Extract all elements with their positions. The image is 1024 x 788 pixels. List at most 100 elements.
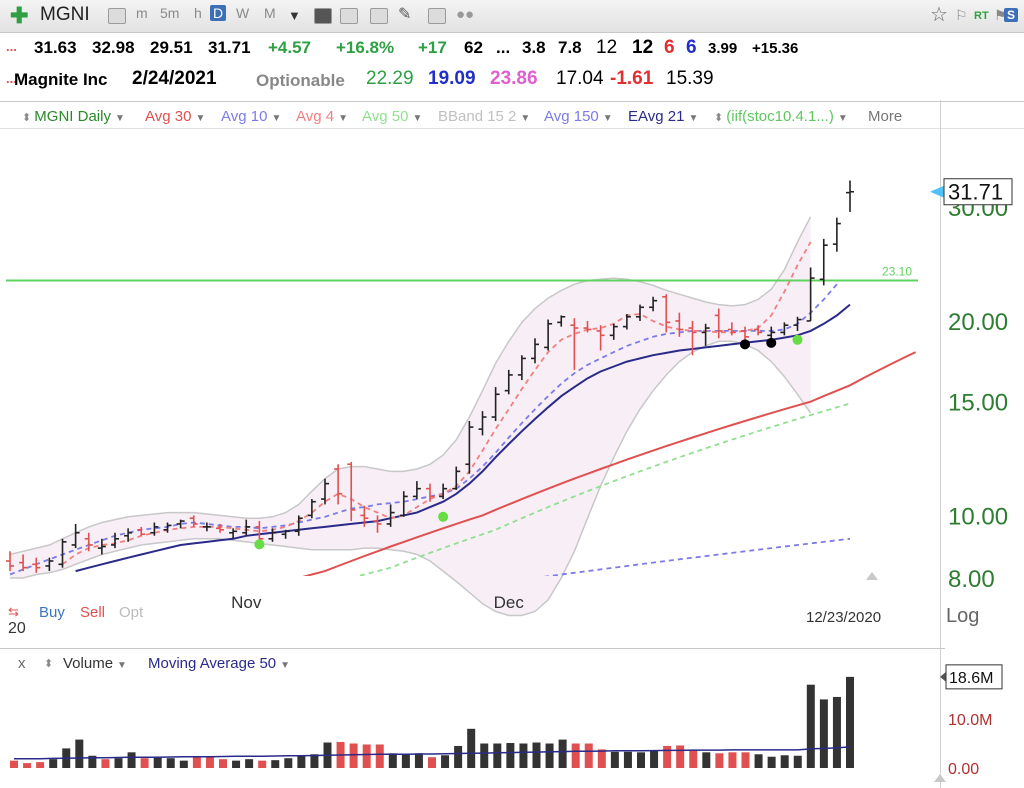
volume-ma-line [14, 746, 851, 760]
indicator-mgni-daily[interactable]: ⬍ MGNI Daily ▼ [22, 108, 125, 125]
period-d[interactable]: D [210, 5, 227, 21]
ohlc-bar [780, 322, 789, 336]
period-h[interactable]: h [194, 5, 202, 21]
change-value: +4.57 [268, 38, 312, 57]
volume-bar [702, 752, 711, 768]
volume-chart[interactable]: 0.00 10.0M 18.6M [0, 650, 1024, 788]
alert-icon[interactable]: ⚑ [994, 7, 1007, 23]
volume-bar [297, 755, 306, 768]
volume-bar [349, 743, 358, 768]
volume-bar [676, 745, 685, 768]
ohlc-bar [583, 320, 592, 333]
volume-bar [49, 759, 58, 768]
ohlc-bar [688, 320, 697, 356]
indicator-avg30[interactable]: Avg 30 ▼ [145, 108, 206, 125]
rt-badge[interactable]: RT [974, 10, 989, 22]
indicator-label: MGNI Daily [34, 108, 111, 125]
volume-bar [10, 760, 18, 768]
ma-line-avg-50 [355, 402, 851, 576]
ohlc-bar [189, 515, 198, 527]
row2-v6: 15.39 [666, 68, 714, 89]
period-m[interactable]: m [136, 5, 148, 21]
star-icon[interactable]: ☆ [930, 4, 948, 26]
arrows-icon[interactable]: ⇆ [8, 604, 19, 619]
ohlc-bar [229, 528, 238, 539]
row1-v3: ... [496, 38, 511, 57]
volume-bar [140, 758, 149, 768]
ohlc-bar [45, 557, 54, 572]
ohlc-bar [321, 478, 329, 505]
ohlc-bar [714, 308, 723, 339]
date-tick-label: Nov [231, 593, 262, 612]
period-dropdown-icon[interactable]: ▼ [288, 8, 301, 23]
volume-bar [441, 755, 450, 768]
volume-bar [127, 752, 136, 768]
ma-name: Moving Average 50 [148, 655, 277, 672]
ohlc-bar [846, 180, 854, 212]
ohlc-bar [163, 522, 172, 533]
ohlc-bar [544, 319, 553, 351]
indicator-avg4[interactable]: Avg 4 ▼ [296, 108, 348, 125]
ma-line-avg-10 [9, 283, 838, 576]
indicator-label: Avg 50 [362, 108, 409, 125]
volume-bar [219, 759, 227, 768]
row1-v5: 7.8 [558, 38, 582, 57]
ohlc-bar [216, 523, 224, 533]
ohlc-bar [452, 466, 461, 490]
indicator-label: Avg 30 [145, 108, 192, 125]
indicator-label: BBand 15 2 [438, 108, 517, 125]
low-value: 29.51 [150, 38, 193, 57]
volume-header: x ⬍ Volume ▼ Moving Average 50 ▼ [0, 648, 945, 675]
draw-pencil-icon[interactable]: ✎ [398, 6, 412, 23]
row1-dots[interactable]: ... [6, 39, 17, 54]
volume-bar [584, 743, 593, 768]
indicator-avg50[interactable]: Avg 50 ▼ [362, 108, 423, 125]
chart-type-icon[interactable] [108, 8, 126, 24]
moving-average-label[interactable]: Moving Average 50 ▼ [148, 655, 291, 672]
note-icon[interactable] [428, 8, 446, 24]
volume-tick-label: 0.00 [948, 761, 979, 778]
ohlc-bar [360, 505, 369, 527]
opt-button[interactable]: Opt [119, 604, 144, 621]
date-axis: Nov Dec 12/23/2020 Log [231, 593, 979, 627]
volume-bar [610, 751, 619, 768]
close-pane-icon[interactable]: x [18, 655, 26, 672]
symbol-label[interactable]: MGNI [40, 4, 90, 25]
ohlc-bar [19, 554, 28, 572]
ohlc-bar [176, 519, 185, 529]
volume-bar [637, 752, 645, 768]
row1-v2: 62 [464, 38, 483, 57]
ohlc-bar [832, 217, 841, 252]
s-badge[interactable]: S [1004, 8, 1019, 22]
tv-icon[interactable] [314, 8, 332, 24]
ohlc-bar [491, 387, 500, 422]
row2-dots[interactable]: ... [6, 71, 17, 86]
indicator-bband[interactable]: BBand 15 2 ▼ [438, 108, 531, 125]
grid-icon[interactable] [370, 8, 388, 24]
signal-dot [766, 337, 777, 348]
indicator-avg150[interactable]: Avg 150 ▼ [544, 108, 613, 125]
period-month[interactable]: M [264, 5, 276, 21]
volume-label[interactable]: Volume ▼ [63, 655, 127, 672]
indicator-eavg21[interactable]: EAvg 21 ▼ [628, 108, 699, 125]
period-w[interactable]: W [236, 5, 250, 21]
move-pane-icon[interactable]: ⬍ [44, 658, 54, 670]
volume-bar [362, 744, 371, 768]
add-symbol-icon[interactable]: ✚ [10, 3, 29, 28]
price-tick-label: 8.00 [948, 566, 995, 593]
buy-button[interactable]: Buy [39, 604, 65, 621]
period-5m[interactable]: 5m [160, 5, 180, 21]
ohlc-bar [124, 528, 133, 542]
indicator-more[interactable]: More [868, 108, 903, 125]
dots-icon[interactable]: ●● [456, 6, 475, 23]
flag-icon[interactable]: ⚐ [955, 7, 968, 23]
indicator-avg10[interactable]: Avg 10 ▼ [221, 108, 282, 125]
indicator-stoc[interactable]: ⬍ (iif(stoc10.4.1...) ▼ [714, 108, 848, 125]
ohlc-bar [636, 304, 644, 321]
volume-tick-label: 10.0M [948, 712, 992, 729]
ohlc-bar [517, 355, 526, 381]
sell-button[interactable]: Sell [80, 604, 106, 621]
current-date-label: 12/23/2020 [806, 609, 881, 626]
bar-chart-icon[interactable] [340, 8, 358, 24]
